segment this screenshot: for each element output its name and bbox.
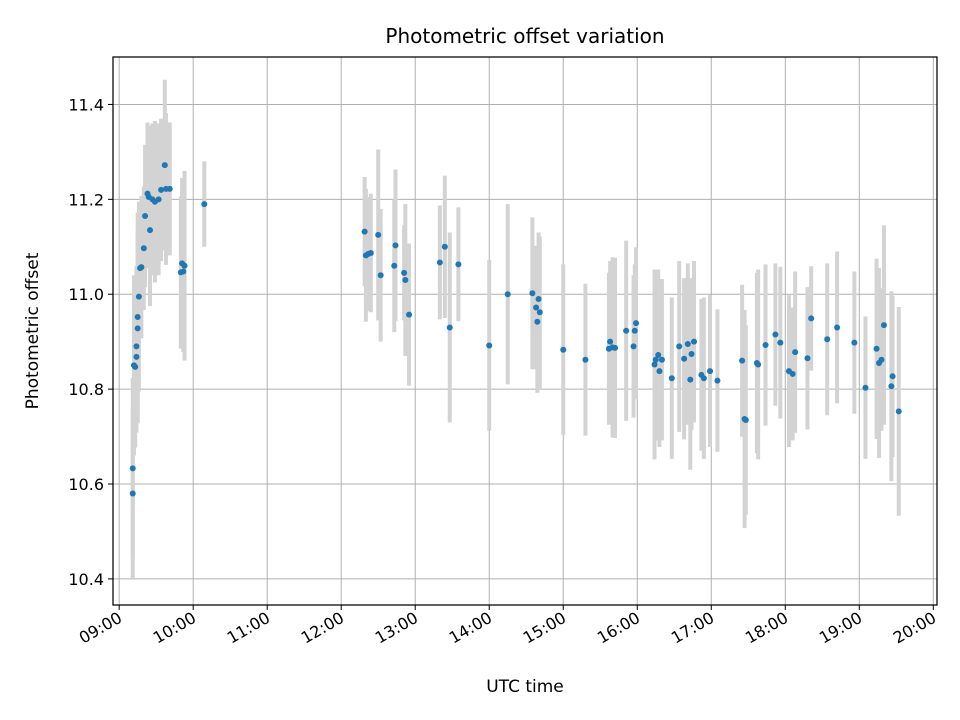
data-point [166, 185, 173, 192]
plot-frame [112, 56, 938, 606]
data-point [140, 245, 147, 252]
data-point [133, 353, 140, 360]
data-point [367, 249, 374, 256]
data-point [690, 338, 697, 345]
data-points [129, 162, 902, 497]
data-point [147, 227, 154, 234]
data-point [895, 408, 902, 415]
data-point [681, 355, 688, 362]
grid-lines [113, 57, 937, 605]
data-point [486, 342, 493, 349]
data-point [762, 341, 769, 348]
y-axis-ticks: 10.4 10.6 10.8 11.0 11.2 11.4 [68, 95, 113, 589]
data-point [392, 242, 399, 249]
data-point [824, 336, 831, 343]
data-point [158, 186, 165, 193]
data-point [446, 324, 453, 331]
y-tick-label: 10.8 [68, 380, 104, 399]
data-point [688, 351, 695, 358]
data-point [888, 383, 895, 390]
y-tick-label: 11.4 [68, 95, 104, 114]
data-point [714, 377, 721, 384]
data-point [668, 375, 675, 382]
data-point [201, 201, 208, 208]
data-point [534, 318, 541, 325]
data-point [406, 311, 413, 318]
data-point [361, 228, 368, 235]
data-point [834, 324, 841, 331]
data-point [441, 243, 448, 250]
data-point [134, 314, 141, 321]
data-point [402, 276, 409, 283]
data-point [633, 320, 640, 327]
data-point [651, 361, 658, 368]
data-point [772, 331, 779, 338]
data-point [851, 339, 858, 346]
data-point [777, 339, 784, 346]
data-point [707, 368, 714, 375]
data-point [401, 269, 408, 276]
data-point [808, 315, 815, 322]
y-tick-label: 10.6 [68, 475, 104, 494]
data-point [533, 304, 540, 311]
data-point [132, 363, 139, 370]
data-point [655, 351, 662, 358]
chart-title: Photometric offset variation [385, 24, 664, 48]
data-point [155, 196, 162, 203]
data-point [607, 338, 614, 345]
data-point [375, 231, 382, 238]
data-point [377, 272, 384, 279]
data-point [535, 295, 542, 302]
data-point [134, 325, 141, 332]
y-tick-label: 11.2 [68, 190, 104, 209]
data-point [391, 262, 398, 269]
data-point [180, 268, 187, 275]
data-point [129, 490, 136, 497]
data-point [700, 375, 707, 382]
data-point [133, 343, 140, 350]
data-point [536, 309, 543, 316]
data-point [138, 264, 145, 271]
data-point [181, 262, 188, 269]
x-axis-title: UTC time [486, 677, 564, 697]
data-point [804, 355, 811, 362]
data-point [656, 368, 663, 375]
data-point [560, 346, 567, 353]
data-point [873, 345, 880, 352]
data-point [455, 261, 462, 268]
data-point [652, 356, 659, 363]
data-point [755, 361, 762, 368]
data-point [142, 212, 149, 219]
data-point [862, 384, 869, 391]
data-point [161, 162, 168, 169]
data-point [630, 343, 637, 350]
data-point [612, 344, 619, 351]
data-point [789, 370, 796, 377]
data-point [742, 416, 749, 423]
y-axis-title: Photometric offset [23, 252, 43, 409]
data-point [739, 357, 746, 364]
y-tick-label: 11.0 [68, 285, 104, 304]
y-tick-label: 10.4 [68, 570, 104, 589]
data-point [436, 259, 443, 266]
data-point [687, 376, 694, 383]
data-point [792, 349, 799, 356]
data-point [631, 327, 638, 334]
data-point [582, 356, 589, 363]
data-point [135, 293, 142, 300]
data-point [129, 465, 136, 472]
data-point [623, 327, 630, 334]
data-point [504, 291, 511, 298]
data-point [684, 341, 691, 348]
data-point [880, 322, 887, 329]
data-point [889, 373, 896, 380]
data-point [529, 290, 536, 297]
data-point [658, 356, 665, 363]
data-point [676, 343, 683, 350]
data-point [878, 356, 885, 363]
